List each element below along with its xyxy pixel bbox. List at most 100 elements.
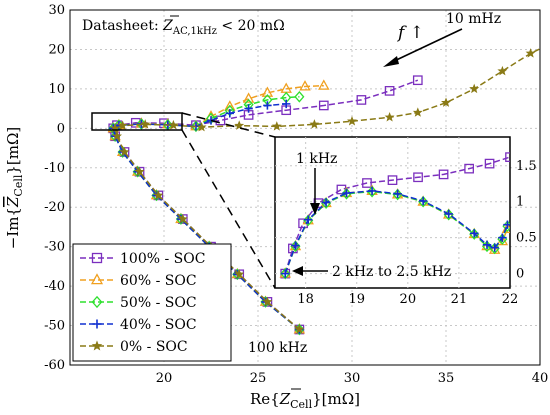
x-tick-label: 40 xyxy=(532,371,549,386)
arrow-2khz-head xyxy=(292,266,303,276)
marker-triangle xyxy=(242,92,255,103)
main-plot-frame xyxy=(69,9,541,366)
annotation-2khz-2-5khz: 2 kHz to 2.5 kHz xyxy=(332,264,451,280)
y-tick-label: -30 xyxy=(44,240,65,255)
marker-star xyxy=(412,107,423,117)
inset-x-tick-label: 21 xyxy=(451,292,468,307)
marker-square xyxy=(384,86,395,96)
inset-x-tick-label: 18 xyxy=(297,292,314,307)
marker-star xyxy=(234,120,245,130)
marker-square xyxy=(362,178,372,188)
marker-star xyxy=(262,296,273,307)
y-tick-label: 0 xyxy=(57,121,65,136)
legend-label: 0% - SOC xyxy=(120,339,188,355)
marker-plus xyxy=(503,220,510,229)
marker-star xyxy=(234,269,245,279)
zoom-region-box xyxy=(91,112,183,131)
arrow-1khz-head xyxy=(310,203,320,215)
marker-star xyxy=(384,112,395,122)
legend-entry: 0% - SOC xyxy=(80,339,188,355)
marker-star xyxy=(140,119,151,129)
y-axis-label: −Im{ZCell}[mΩ] xyxy=(4,127,25,250)
marker-square xyxy=(356,95,367,105)
inset-series xyxy=(279,152,510,280)
marker-diamond xyxy=(294,90,305,103)
inset-y-tick-label: 0 xyxy=(516,267,524,282)
annotation-frequency-arrow: f ↑ xyxy=(396,23,424,43)
marker-diamond xyxy=(303,214,314,227)
annotation-10mhz: 10 mHz xyxy=(446,11,501,27)
marker-plus xyxy=(282,99,291,109)
legend-entry: 100% - SOC xyxy=(80,251,205,267)
marker-plus xyxy=(304,215,313,224)
marker-plus xyxy=(482,240,492,250)
marker-star xyxy=(112,130,122,141)
marker-plus xyxy=(418,196,428,206)
y-tick-label: -20 xyxy=(44,200,65,215)
marker-star xyxy=(347,115,357,126)
y-tick-label: 30 xyxy=(48,3,65,18)
marker-square xyxy=(130,117,141,128)
legend-entry: 40% - SOC xyxy=(80,317,197,333)
marker-plus xyxy=(393,189,402,199)
marker-triangle xyxy=(318,79,330,90)
y-tick-label: -40 xyxy=(44,279,65,294)
marker-square xyxy=(464,163,474,174)
marker-star xyxy=(441,97,451,107)
legend-label: 100% - SOC xyxy=(120,251,205,267)
x-tick-label: 20 xyxy=(156,371,173,386)
marker-square xyxy=(387,175,398,185)
marker-star xyxy=(497,65,508,76)
legend-entry: 60% - SOC xyxy=(80,273,197,289)
marker-star xyxy=(168,119,179,130)
marker-plus xyxy=(498,233,507,242)
marker-triangle xyxy=(261,86,274,97)
main-series xyxy=(107,48,540,336)
marker-plus xyxy=(367,186,377,196)
inset-x-tick-label: 20 xyxy=(400,292,417,307)
marker-diamond xyxy=(469,228,480,240)
x-axis-label: Re{ZCell}[mΩ] xyxy=(250,390,360,411)
marker-triangle xyxy=(90,273,104,285)
zoom-connector-upper xyxy=(181,112,276,138)
legend-entry: 50% - SOC xyxy=(80,295,197,311)
marker-plus xyxy=(263,101,272,110)
marker-star xyxy=(177,213,188,224)
marker-plus xyxy=(490,243,499,252)
marker-plus xyxy=(291,241,300,250)
marker-plus xyxy=(444,209,453,219)
marker-square xyxy=(412,75,423,86)
annotation-datasheet: Datasheet: ZAC,1kHz < 20 mΩ xyxy=(82,18,285,37)
marker-square xyxy=(505,152,510,162)
marker-square xyxy=(413,172,423,183)
marker-square xyxy=(484,158,495,169)
marker-star xyxy=(294,324,305,334)
marker-diamond xyxy=(489,242,500,255)
y-tick-label: -60 xyxy=(44,358,65,373)
x-tick-label: 35 xyxy=(438,371,455,386)
annotation-100khz: 100 kHz xyxy=(248,340,307,356)
marker-plus xyxy=(244,104,253,113)
frequency-arrow xyxy=(389,28,463,64)
zoom-connector-lower xyxy=(181,129,276,289)
marker-star xyxy=(117,120,128,130)
inset-x-tick-label: 22 xyxy=(502,292,519,307)
marker-square xyxy=(91,252,103,264)
legend-label: 40% - SOC xyxy=(120,317,197,333)
marker-plus xyxy=(225,109,234,118)
marker-square xyxy=(318,100,329,111)
marker-triangle xyxy=(299,80,311,91)
marker-star xyxy=(196,121,207,132)
legend-label: 50% - SOC xyxy=(120,295,197,311)
annotation-1khz: 1 kHz xyxy=(296,151,337,167)
marker-diamond xyxy=(367,185,378,198)
legend: 100% - SOC 60% - SOC 50% - SOC 40% - SOC 0% … xyxy=(72,243,232,362)
marker-plus xyxy=(321,198,331,207)
marker-square xyxy=(438,169,449,180)
marker-diamond xyxy=(290,240,301,253)
inset-x-tick-label: 19 xyxy=(348,292,365,307)
marker-star xyxy=(153,190,164,200)
marker-diamond xyxy=(280,267,291,280)
